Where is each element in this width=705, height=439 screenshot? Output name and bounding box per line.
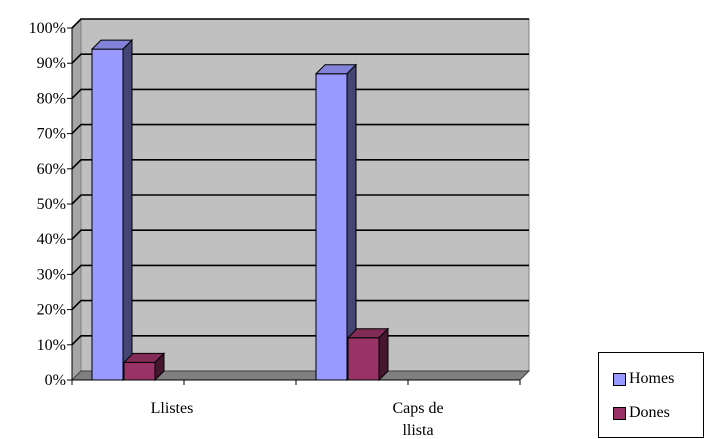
- bar-homes-2: [314, 63, 358, 382]
- bar-side: [378, 327, 389, 382]
- x-category-label: Caps de llista: [392, 400, 443, 439]
- y-tick-label: 100%: [29, 20, 66, 37]
- legend-label-homes: Homes: [629, 370, 675, 387]
- bar-dones-2: [346, 327, 390, 382]
- legend: Homes Dones: [598, 352, 704, 438]
- legend-swatch-homes: [613, 372, 626, 386]
- x-tick-labels: Llistes Caps de llista: [151, 400, 444, 439]
- plot-walls: [70, 17, 531, 382]
- legend-item-homes: Homes: [613, 369, 674, 389]
- gridline: [71, 299, 529, 311]
- gridline: [71, 159, 529, 170]
- y-tick-label: 80%: [37, 90, 66, 107]
- gridline: [71, 18, 529, 29]
- x-category-label: Llistes: [151, 400, 194, 417]
- gridline: [71, 264, 529, 275]
- gridline: [71, 53, 529, 64]
- legend-item-dones: Dones: [613, 403, 670, 423]
- bar-side: [122, 38, 133, 382]
- y-tick-label: 20%: [37, 302, 66, 319]
- gridline: [71, 229, 529, 240]
- y-tick-label: 60%: [37, 161, 66, 178]
- bar-front: [347, 337, 380, 381]
- y-tick-labels: 0% 10% 20% 30% 40% 50% 60% 70% 80% 90% 100%: [29, 20, 66, 389]
- y-tick-label: 90%: [37, 55, 66, 72]
- y-tick-label: 30%: [37, 266, 66, 283]
- legend-swatch-dones: [613, 406, 626, 420]
- bar-homes-1: [90, 38, 134, 382]
- y-tick-label: 0%: [45, 372, 66, 389]
- bar-side: [154, 352, 165, 382]
- y-tick-label: 70%: [37, 126, 66, 143]
- y-tick-label: 50%: [37, 196, 66, 213]
- bar-front: [315, 73, 348, 381]
- bar-front: [123, 361, 156, 381]
- bar-dones-1: [122, 352, 166, 382]
- bar-front: [91, 48, 124, 381]
- legend-label-dones: Dones: [629, 404, 670, 421]
- gridlines: [71, 18, 529, 346]
- gridline: [71, 88, 529, 99]
- y-tick-label: 10%: [37, 337, 66, 354]
- gridline: [71, 194, 529, 205]
- bars: [90, 38, 390, 382]
- gridline: [71, 123, 529, 135]
- y-tick-label: 40%: [37, 231, 66, 248]
